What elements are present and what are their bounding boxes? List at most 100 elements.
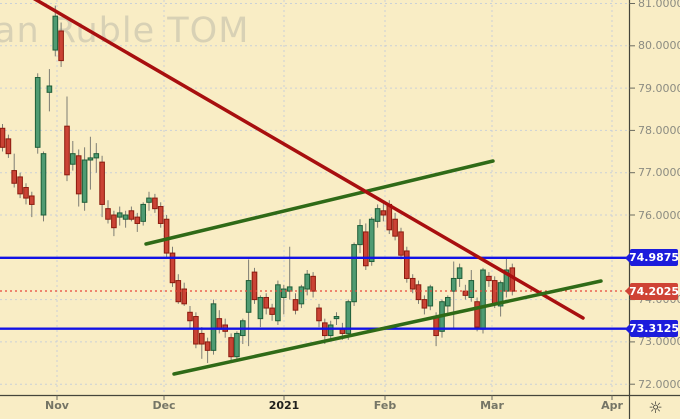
candle-bearish [474, 301, 480, 328]
candle-bullish [374, 208, 381, 222]
price-axis-label: 77.0000 [638, 166, 680, 180]
price-axis-label: 78.0000 [638, 123, 680, 137]
candle-bearish [17, 176, 23, 195]
candle-bearish [75, 155, 82, 195]
price-axis-label: 76.0000 [638, 208, 680, 222]
candle-bearish [363, 231, 369, 267]
candle-bearish [134, 216, 141, 224]
candle-bearish [462, 290, 469, 296]
candle-bullish [81, 159, 88, 203]
candle-bullish [450, 277, 457, 292]
candle-bullish [234, 332, 240, 358]
price-axis-label: 80.0000 [638, 39, 680, 53]
candle-bearish [152, 197, 158, 210]
candle-bearish [263, 296, 269, 309]
candle-bearish [193, 316, 199, 345]
candle-bullish [468, 280, 475, 298]
candle-bearish [23, 187, 29, 199]
candle-bullish [345, 301, 352, 334]
candle-bullish [34, 77, 41, 148]
candle-bearish [204, 341, 211, 351]
ascending-channel-upper-trendline[interactable] [144, 159, 495, 246]
candle-bearish [380, 210, 387, 216]
candle-bearish [404, 250, 410, 279]
time-axis-label-apr: Apr [601, 399, 623, 412]
candle-bullish [427, 286, 434, 307]
candle-bullish [210, 303, 217, 351]
candle-bullish [298, 286, 305, 305]
candle-bullish [445, 296, 451, 307]
candle-bullish [304, 273, 310, 290]
descending-resistance-trendline[interactable] [32, 0, 585, 320]
candle-bullish [146, 197, 152, 203]
instrument-watermark: an Ruble TOM [0, 11, 250, 51]
candle-bullish [327, 324, 334, 337]
candle-bullish [122, 214, 129, 220]
time-axis-label-dec: Dec [152, 399, 176, 412]
support-level-badge[interactable]: 73.3125 [625, 320, 680, 338]
candle-bullish [351, 244, 357, 303]
candle-bullish [286, 286, 293, 292]
price-axis-label: 73.0000 [638, 335, 680, 349]
candle-bearish [409, 277, 416, 290]
candle-bullish [480, 269, 486, 330]
candle-bullish [281, 288, 287, 298]
candle-bullish [497, 282, 504, 307]
candle-bearish [421, 299, 428, 309]
candle-bullish [93, 153, 100, 159]
candle-bearish [392, 218, 398, 237]
time-axis-label-mar: Mar [480, 399, 504, 412]
candle-bearish [111, 214, 117, 229]
candle-bullish [87, 157, 94, 161]
candle-bearish [157, 206, 164, 224]
candle-bullish [70, 153, 76, 165]
time-axis-label-2021: 2021 [268, 399, 300, 412]
time-axis-label-nov: Nov [45, 399, 69, 412]
price-axis-label: 81.0000 [638, 0, 680, 10]
candle-bearish [0, 127, 6, 148]
resistance-level-badge[interactable]: 74.9875 [625, 249, 680, 267]
candle-bearish [486, 275, 492, 282]
candle-bearish [292, 299, 299, 311]
candle-bullish [52, 15, 59, 51]
candle-bearish [199, 332, 205, 345]
candle-bearish [128, 210, 135, 220]
axis-settings-corner: ☼ [631, 396, 680, 419]
candle-bullish [456, 267, 463, 279]
candle-bearish [64, 125, 70, 176]
candle-bullish [275, 284, 281, 322]
candle-bearish [251, 271, 258, 301]
price-axis-label: 72.0000 [638, 377, 680, 391]
candle-bearish [491, 280, 498, 305]
price-axis-label: 79.0000 [638, 81, 680, 95]
ascending-channel-lower-trendline[interactable] [172, 279, 603, 376]
candle-bullish [257, 296, 264, 320]
candle-bullish [116, 212, 123, 218]
candle-bullish [357, 225, 363, 246]
candle-bearish [415, 284, 422, 301]
candle-bearish [29, 195, 35, 205]
time-axis-label-feb: Feb [373, 399, 397, 412]
candle-bullish [46, 85, 53, 93]
candle-bearish [181, 288, 187, 305]
candle-bullish [40, 153, 47, 216]
candle-bearish [228, 337, 234, 358]
candle-bearish [5, 138, 12, 155]
candle-bearish [99, 161, 105, 205]
candle-bearish [163, 218, 170, 254]
gear-icon[interactable]: ☼ [648, 397, 663, 417]
candle-bearish [310, 275, 316, 292]
candle-bearish [11, 170, 17, 184]
candle-bearish [398, 231, 404, 256]
candle-bearish [433, 316, 439, 337]
candle-bearish [316, 307, 322, 322]
candle-bullish [368, 218, 375, 263]
last-price-badge: 74.2025 [625, 282, 680, 300]
candle-bearish [58, 30, 64, 62]
candle-bearish [269, 307, 275, 315]
candle-bearish [187, 311, 193, 322]
candle-bullish [333, 316, 340, 320]
candle-bullish [140, 203, 146, 222]
candle-bearish [105, 208, 111, 220]
